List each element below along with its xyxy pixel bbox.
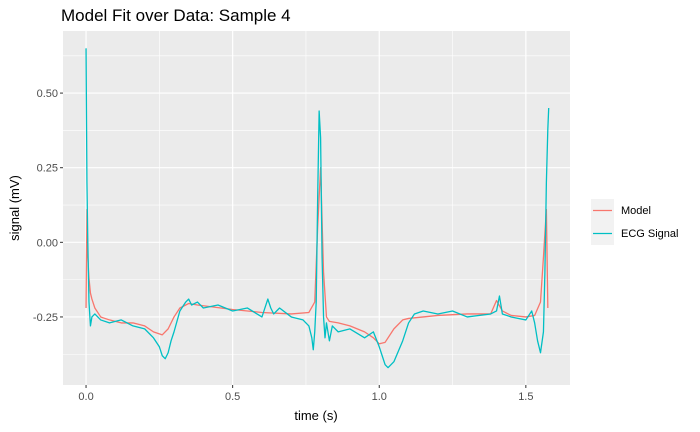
y-tick-label: 0.50 xyxy=(37,88,58,100)
x-axis-title: time (s) xyxy=(294,408,337,423)
series-layer xyxy=(85,48,550,369)
x-axis: 0.0 0.5 1.0 1.5 xyxy=(78,385,533,403)
legend-label-model: Model xyxy=(621,205,651,217)
legend: Model ECG Signal xyxy=(591,199,678,245)
x-tick-label: 1.5 xyxy=(518,391,533,403)
y-axis: -0.25 0.00 0.25 0.50 xyxy=(33,88,63,324)
y-tick-label: 0.25 xyxy=(37,163,58,175)
y-tick-label: 0.00 xyxy=(37,237,58,249)
x-tick-label: 0.0 xyxy=(78,391,93,403)
x-tick-label: 1.0 xyxy=(372,391,387,403)
y-tick-label: -0.25 xyxy=(33,312,58,324)
plot-background xyxy=(63,31,570,385)
x-tick-label: 0.5 xyxy=(225,391,240,403)
legend-label-ecg-signal: ECG Signal xyxy=(621,228,678,240)
chart-title: Model Fit over Data: Sample 4 xyxy=(61,6,291,25)
y-axis-title: signal (mV) xyxy=(7,175,22,241)
series-line-ecg-signal xyxy=(85,48,550,369)
